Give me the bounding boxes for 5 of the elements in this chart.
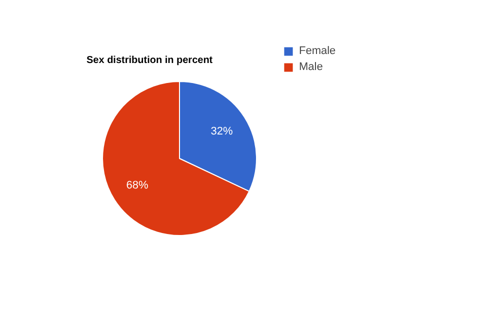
text: Sex distribution in percent (86, 55, 214, 66)
data-label: 68% (126, 179, 148, 192)
legend-label: Female (299, 45, 336, 57)
data-label: 32% (210, 126, 233, 138)
legend-label: Male (299, 61, 323, 73)
